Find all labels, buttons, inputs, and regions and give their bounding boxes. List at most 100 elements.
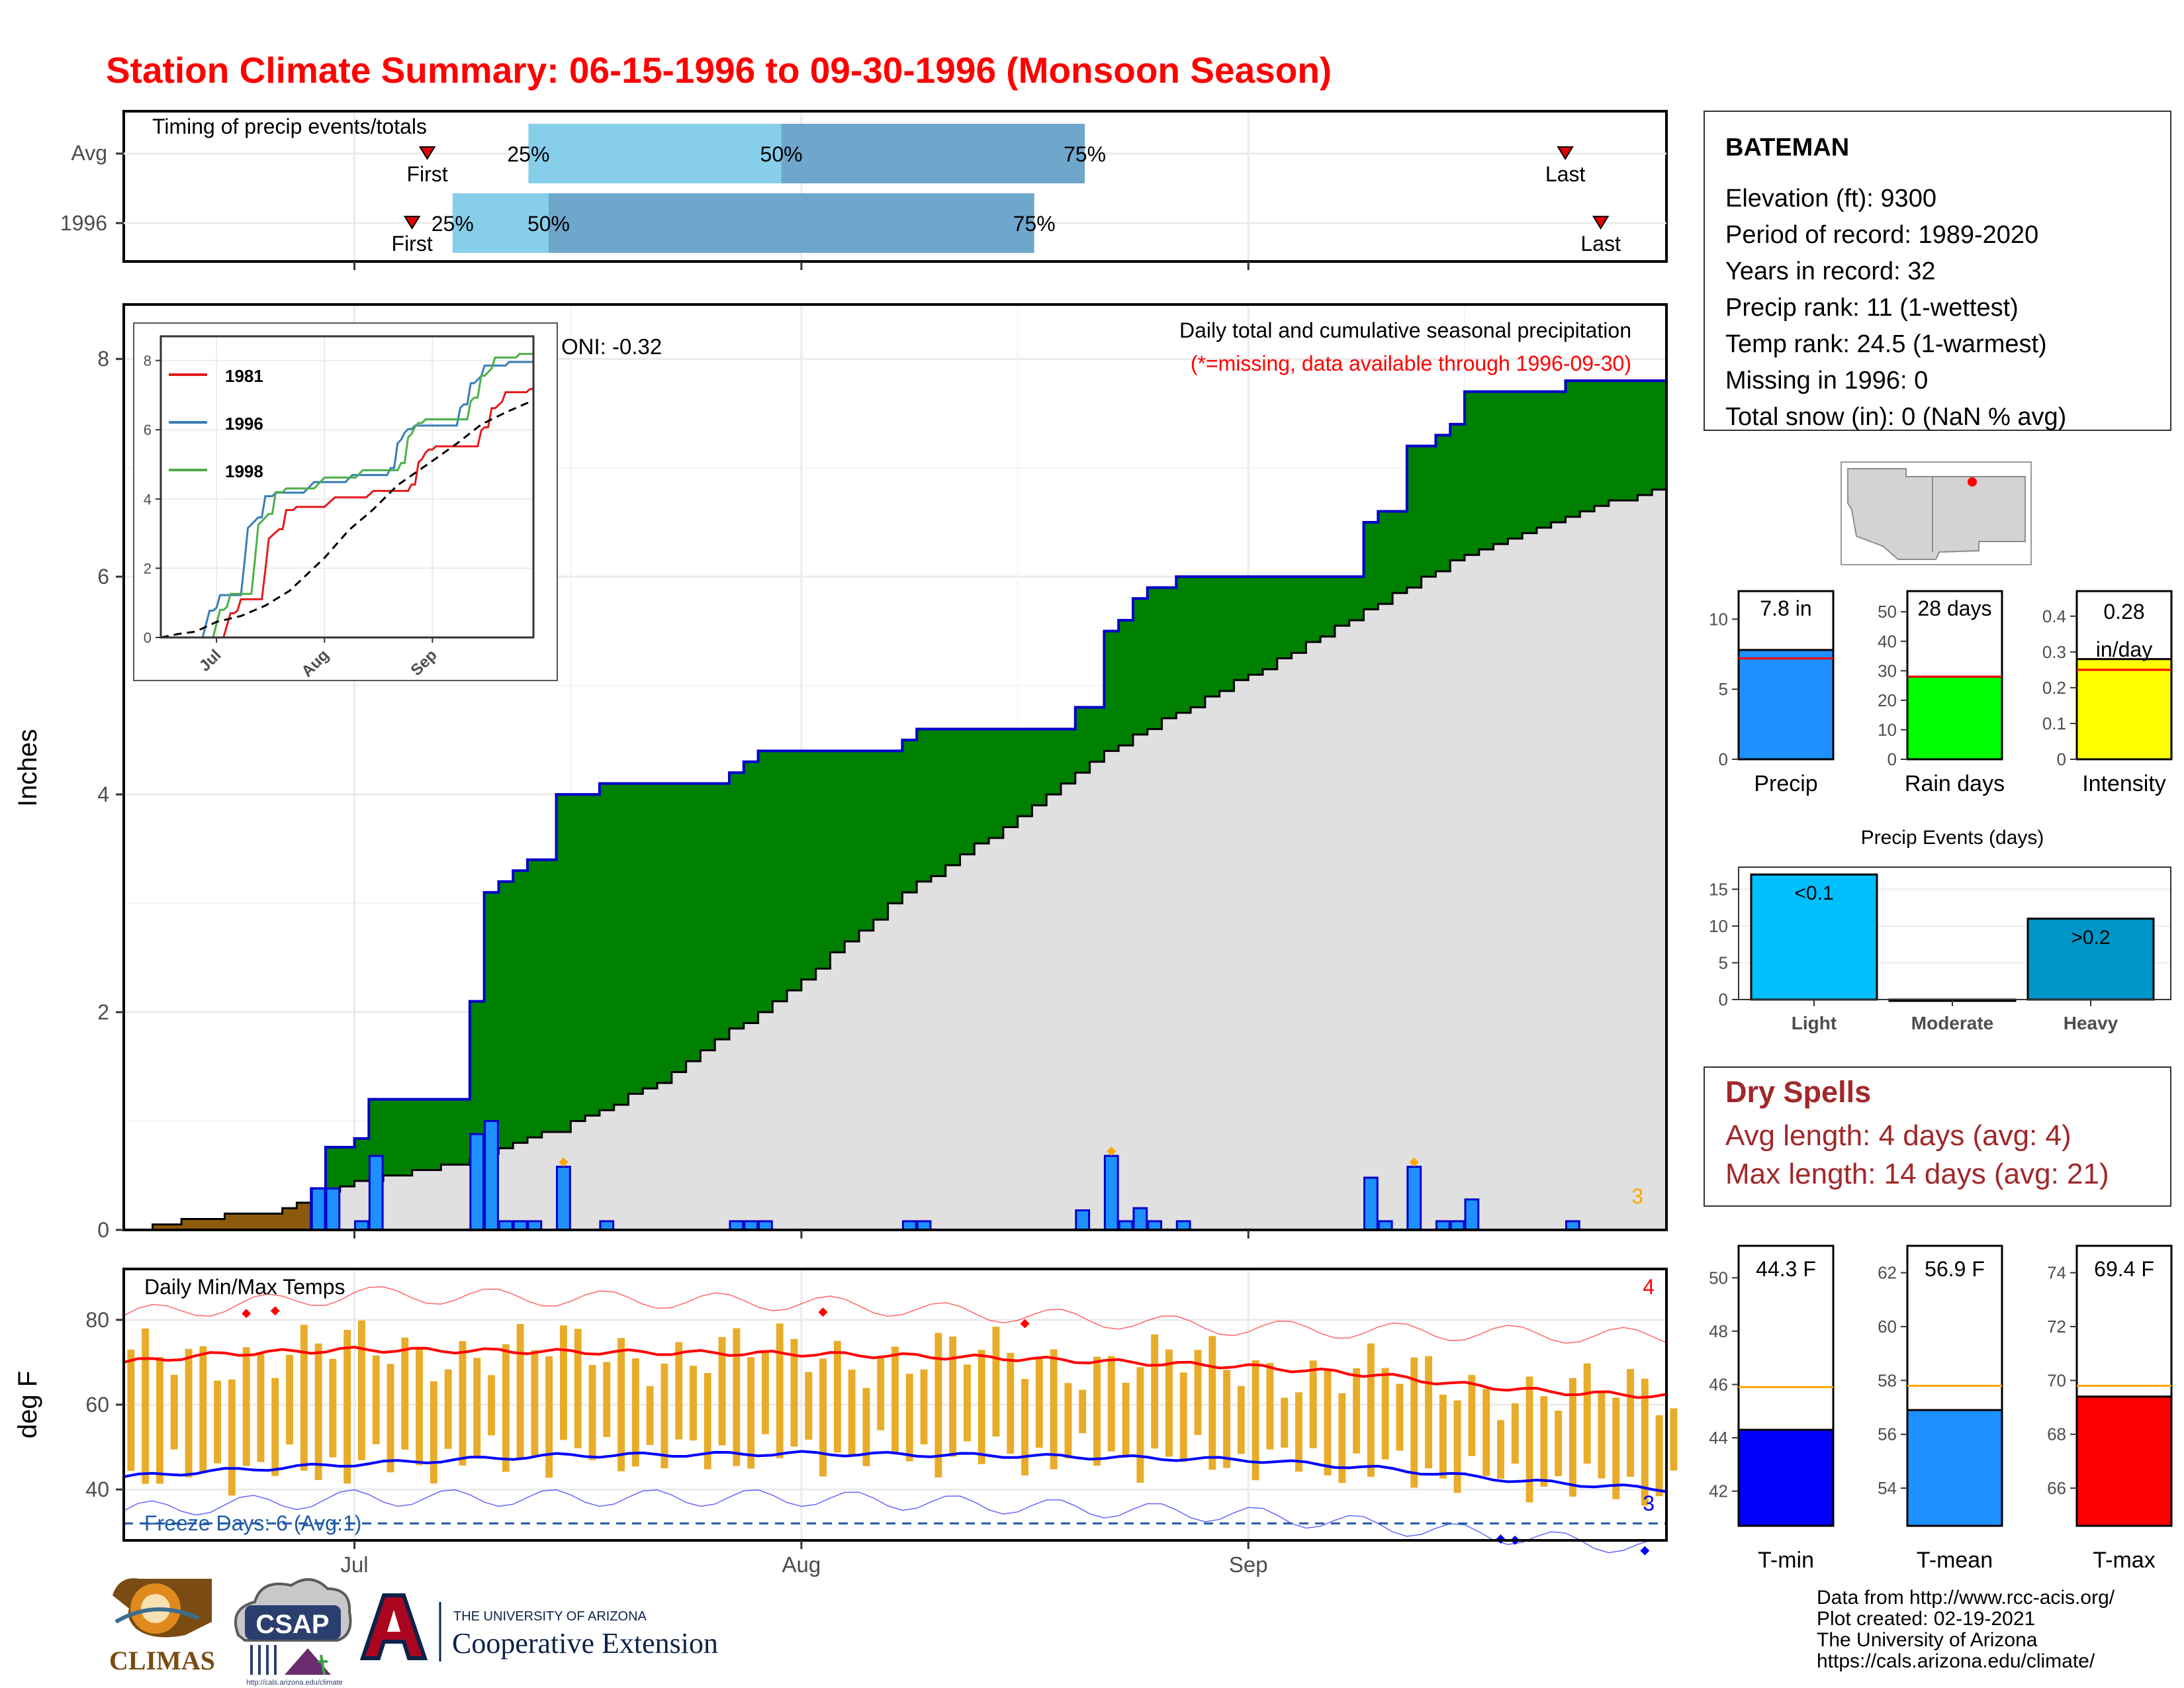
events-ytick-label: 0 bbox=[1719, 990, 1728, 1009]
temp-panel-title: Daily Min/Max Temps bbox=[144, 1275, 345, 1299]
daily-temp-bar bbox=[502, 1344, 510, 1472]
daily-temp-bar bbox=[1353, 1368, 1361, 1454]
daily-temp-bar bbox=[1179, 1372, 1187, 1462]
daily-temp-bar bbox=[790, 1338, 798, 1447]
timing-last-label: Last bbox=[1580, 232, 1621, 256]
precip-ytick-label: 4 bbox=[97, 782, 109, 806]
daily-temp-bar bbox=[545, 1356, 553, 1478]
daily-temp-bar bbox=[1035, 1358, 1043, 1448]
daily-temp-bar bbox=[833, 1340, 841, 1453]
daily-temp-bar bbox=[1569, 1378, 1576, 1497]
timing-bar-50-75 bbox=[781, 124, 1085, 183]
daily-temp-bar bbox=[675, 1342, 683, 1440]
average-tmax-line bbox=[123, 1346, 1667, 1399]
daily-temp-bar bbox=[1453, 1400, 1461, 1493]
daily-precip-bar bbox=[1464, 1198, 1480, 1231]
temp-summary-category-label: T-mean bbox=[1917, 1548, 1993, 1573]
temp-summary-ytick-label: 50 bbox=[1709, 1268, 1728, 1288]
footer-line-university: The University of Arizona bbox=[1817, 1629, 2038, 1651]
daily-temp-bar bbox=[1208, 1336, 1216, 1470]
daily-precip-bar bbox=[325, 1188, 341, 1231]
temp-summary-value-label: 44.3 F bbox=[1756, 1257, 1816, 1281]
dry-spells-avg: Avg length: 4 days (avg: 4) bbox=[1725, 1119, 2071, 1152]
cumulative-departure-areas bbox=[152, 381, 1667, 1230]
daily-temp-bar bbox=[588, 1365, 596, 1460]
record-high-marker bbox=[270, 1306, 280, 1316]
summary-bar bbox=[1737, 649, 1835, 761]
daily-temp-bar bbox=[516, 1324, 524, 1459]
oni-label: ONI: -0.32 bbox=[561, 334, 662, 359]
daily-temp-bar bbox=[848, 1370, 856, 1455]
station-line-missing: Missing in 1996: 0 bbox=[1725, 367, 1928, 395]
daily-temp-bar bbox=[1381, 1368, 1389, 1460]
daily-precip-bar bbox=[1132, 1207, 1148, 1231]
timing-last-label: Last bbox=[1545, 162, 1586, 186]
daily-temp-bar bbox=[1525, 1376, 1533, 1503]
summary-ytick-label: 0.3 bbox=[2042, 642, 2066, 662]
below-average-area bbox=[152, 1202, 312, 1230]
timing-title: Timing of precip events/totals bbox=[152, 115, 427, 138]
daily-temp-bar bbox=[747, 1357, 755, 1469]
record-high-marker bbox=[818, 1307, 828, 1317]
summary-value-label: 28 days bbox=[1917, 596, 1991, 620]
summary-ytick-label: 10 bbox=[1878, 720, 1897, 739]
temp-summary-ytick-label: 56 bbox=[1878, 1425, 1897, 1444]
daily-temp-bar bbox=[992, 1327, 1000, 1437]
daily-temp-bar bbox=[1555, 1410, 1563, 1477]
temp-summary-t-max: 66 68 70 72 74 69.4 F T-max bbox=[2047, 1244, 2173, 1573]
daily-temp-bar bbox=[1598, 1393, 1606, 1479]
events-category-label: Heavy bbox=[2064, 1013, 2118, 1033]
daily-precip-bar bbox=[310, 1188, 326, 1231]
above-average-area bbox=[311, 381, 1667, 1197]
daily-temp-bar bbox=[1295, 1392, 1302, 1472]
summary-value-label: 0.28 bbox=[2103, 600, 2144, 624]
daily-temp-bar bbox=[214, 1380, 222, 1464]
station-line-years: Years in record: 32 bbox=[1725, 258, 1936, 285]
precip-panel-label: Daily total and cumulative seasonal prec… bbox=[1179, 318, 1631, 342]
summary-ytick-label: 0.1 bbox=[2042, 714, 2066, 733]
daily-temp-bar bbox=[1136, 1367, 1144, 1483]
temp-summary-t-mean: 54 56 58 60 62 56.9 F T-mean bbox=[1878, 1244, 2003, 1573]
daily-temp-bar bbox=[963, 1364, 971, 1442]
summary-ytick-label: 20 bbox=[1878, 690, 1897, 710]
summary-ytick-label: 0.2 bbox=[2042, 678, 2066, 698]
record-low-marker bbox=[1640, 1546, 1650, 1556]
daily-temp-bar bbox=[1410, 1357, 1418, 1488]
top-ten-event-marker bbox=[1409, 1157, 1419, 1167]
daily-temp-bar bbox=[1338, 1393, 1346, 1483]
daily-temp-bar bbox=[1194, 1350, 1202, 1435]
daily-temp-bar bbox=[1050, 1349, 1058, 1470]
daily-temp-bar bbox=[170, 1374, 178, 1450]
daily-temp-bar bbox=[949, 1336, 957, 1457]
top-ten-event-marker bbox=[1107, 1147, 1116, 1156]
precip-ytick-label: 0 bbox=[97, 1218, 109, 1242]
average-tmin-line bbox=[123, 1450, 1667, 1493]
temp-summary-ytick-label: 58 bbox=[1878, 1370, 1897, 1390]
summary-ytick-label: 10 bbox=[1709, 609, 1728, 629]
summary-category-label: Intensity bbox=[2082, 771, 2166, 796]
daily-temp-bar bbox=[185, 1348, 193, 1477]
summary-unit-label: in/day bbox=[2096, 637, 2152, 661]
daily-temp-bar bbox=[314, 1343, 322, 1480]
timing-bar-50-75 bbox=[548, 193, 1034, 253]
timing-quantile-label: 25% bbox=[432, 212, 474, 236]
daily-temp-bar bbox=[372, 1355, 380, 1444]
temp-ytick-label: 40 bbox=[85, 1477, 109, 1501]
daily-temp-bar bbox=[300, 1325, 308, 1471]
average-cumulative-line bbox=[124, 484, 1668, 1231]
timing-last-marker bbox=[1592, 216, 1610, 230]
daily-temp-bar bbox=[776, 1323, 784, 1458]
timing-quantile-label: 25% bbox=[507, 142, 549, 166]
daily-temp-bar bbox=[1122, 1382, 1130, 1456]
ua-small-text: THE UNIVERSITY OF ARIZONA bbox=[453, 1609, 647, 1624]
footer-line-source: Data from http://www.rcc-acis.org/ bbox=[1817, 1587, 2115, 1609]
temp-summary-category-label: T-min bbox=[1758, 1548, 1814, 1573]
daily-temp-bar bbox=[1064, 1383, 1072, 1459]
daily-precip-bar bbox=[1406, 1166, 1422, 1231]
daily-temp-bar bbox=[574, 1329, 582, 1448]
timing-first-marker bbox=[403, 216, 421, 230]
summary-chart-precip: 0 5 10 7.8 in Precip bbox=[1709, 590, 1835, 796]
daily-precip-bar bbox=[469, 1133, 485, 1231]
